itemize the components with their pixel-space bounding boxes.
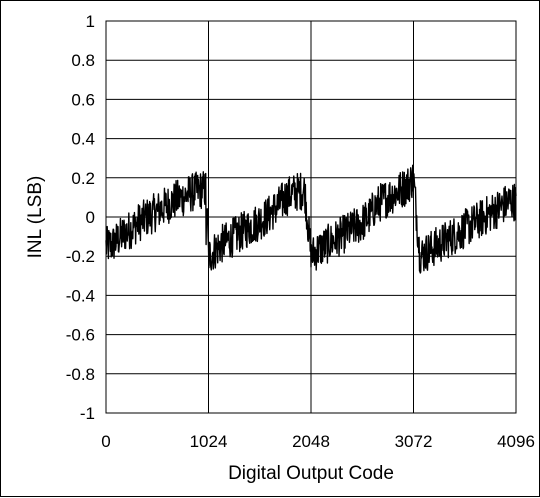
inl-series-line — [105, 164, 517, 274]
y-tick-label: 0.4 — [71, 130, 95, 149]
x-tick-label: 0 — [101, 432, 110, 451]
y-tick-label: 1 — [86, 12, 95, 31]
x-axis-title: Digital Output Code — [228, 463, 394, 484]
y-tick-label: 0.8 — [71, 51, 95, 70]
series-layer — [105, 164, 517, 274]
y-tick-label: -0.2 — [66, 247, 95, 266]
y-tick-label: -1 — [80, 404, 95, 423]
y-tick-label: -0.6 — [66, 326, 95, 345]
y-tick-label: 0 — [86, 208, 95, 227]
y-tick-label: -0.8 — [66, 365, 95, 384]
tick-labels: 1 0.8 0.6 0.4 0.2 0 -0.2 -0.4 -0.6 -0.8 -1 0 1024 204… — [66, 12, 535, 451]
y-tick-label: -0.4 — [66, 286, 95, 305]
x-tick-label: 4096 — [497, 432, 535, 451]
y-tick-label: 0.2 — [71, 169, 95, 188]
x-tick-label: 3072 — [395, 432, 433, 451]
x-tick-label: 2048 — [292, 432, 330, 451]
x-tick-label: 1024 — [190, 432, 228, 451]
y-tick-label: 0.6 — [71, 90, 95, 109]
y-axis-title: INL (LSB) — [25, 176, 46, 259]
